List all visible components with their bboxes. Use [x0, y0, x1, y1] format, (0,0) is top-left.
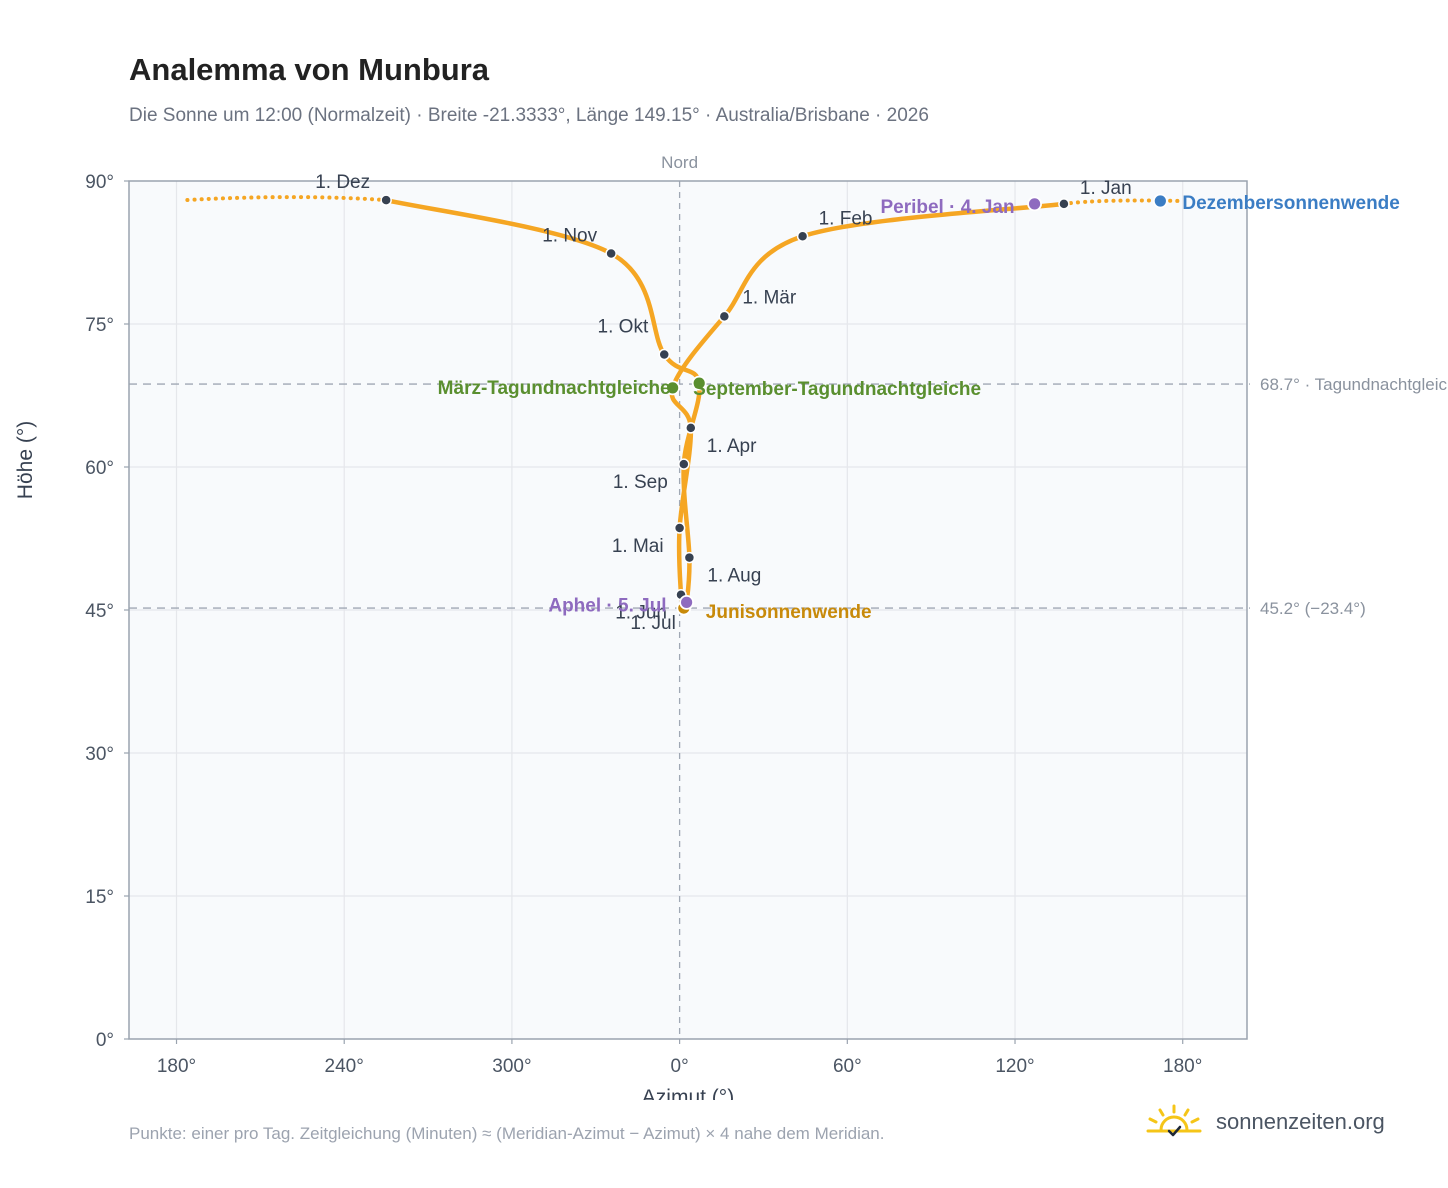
x-tick-label: 60° [833, 1056, 862, 1077]
reference-line-label: 68.7° · Tagundnachtgleiche [1260, 375, 1448, 394]
y-tick-label: 90° [85, 172, 114, 193]
analemma-dotted-east [1061, 198, 1185, 206]
month-marker [605, 247, 617, 260]
analemma-chart: 68.7° · Tagundnachtgleiche 45.2° (−23.4°)… [14, 153, 1448, 1100]
event-label: Dezembersonnenwende [1182, 193, 1400, 214]
brand-name: sonnenzeiten.org [1216, 1109, 1385, 1134]
x-axis-label: Azimut (°) [642, 1086, 734, 1100]
event-label: Junisonnenwende [706, 602, 872, 623]
chart-subtitle: Die Sonne um 12:00 (Normalzeit) · Breite… [129, 105, 929, 126]
month-marker [718, 310, 731, 323]
sun-check-icon [1146, 1104, 1202, 1137]
north-label: Nord [661, 153, 698, 172]
month-marker [658, 348, 670, 361]
month-marker [380, 194, 392, 206]
x-tick-label: 0° [671, 1056, 689, 1077]
event-label: Peribel · 4. Jan [880, 197, 1014, 218]
month-label: 1. Jan [1080, 178, 1132, 199]
month-label: 1. Jun [615, 603, 667, 624]
month-label: 1. Okt [598, 317, 649, 338]
event-marker [679, 594, 695, 610]
event-marker [665, 380, 681, 396]
brand-logo[interactable]: sonnenzeiten.org [1146, 1102, 1385, 1142]
chart-title: Analemma von Munbura [129, 52, 489, 87]
x-tick-label: 180° [1163, 1056, 1202, 1077]
month-marker [683, 551, 696, 564]
month-label: 1. Dez [315, 172, 370, 193]
month-marker [796, 230, 809, 243]
event-label: September-Tagundnachtgleiche [693, 379, 981, 400]
event-marker [1152, 193, 1168, 209]
month-label: 1. Apr [707, 436, 757, 457]
month-label: 1. Mär [742, 287, 797, 308]
event-label: März-Tagundnachtgleiche [438, 378, 671, 399]
x-tick-label: 120° [995, 1056, 1034, 1077]
month-marker [673, 522, 686, 534]
y-tick-label: 15° [85, 887, 114, 908]
reference-line-label: 45.2° (−23.4°) [1260, 599, 1366, 618]
month-label: 1. Sep [613, 472, 668, 493]
x-tick-label: 300° [492, 1056, 531, 1077]
month-marker [678, 458, 690, 470]
event-marker [1027, 196, 1042, 212]
month-marker [685, 422, 697, 434]
month-label: 1. Aug [707, 566, 761, 587]
month-label: 1. Feb [819, 208, 873, 229]
event-marker [691, 375, 707, 391]
month-marker [1058, 198, 1070, 210]
month-label: 1. Nov [542, 225, 597, 246]
x-tick-label: 180° [157, 1056, 196, 1077]
y-axis-label: Höhe (°) [14, 421, 37, 499]
y-tick-label: 0° [96, 1030, 114, 1051]
y-tick-label: 45° [85, 601, 114, 622]
footnote: Punkte: einer pro Tag. Zeitgleichung (Mi… [129, 1124, 885, 1143]
y-tick-label: 60° [85, 458, 114, 479]
x-tick-label: 240° [325, 1056, 364, 1077]
month-label: 1. Jul [630, 613, 675, 634]
event-label: Aphel · 5. Jul [548, 595, 666, 616]
y-tick-label: 30° [85, 744, 114, 765]
analemma-dotted-west [184, 195, 389, 203]
month-label: 1. Mai [612, 536, 664, 557]
y-tick-label: 75° [85, 315, 114, 336]
